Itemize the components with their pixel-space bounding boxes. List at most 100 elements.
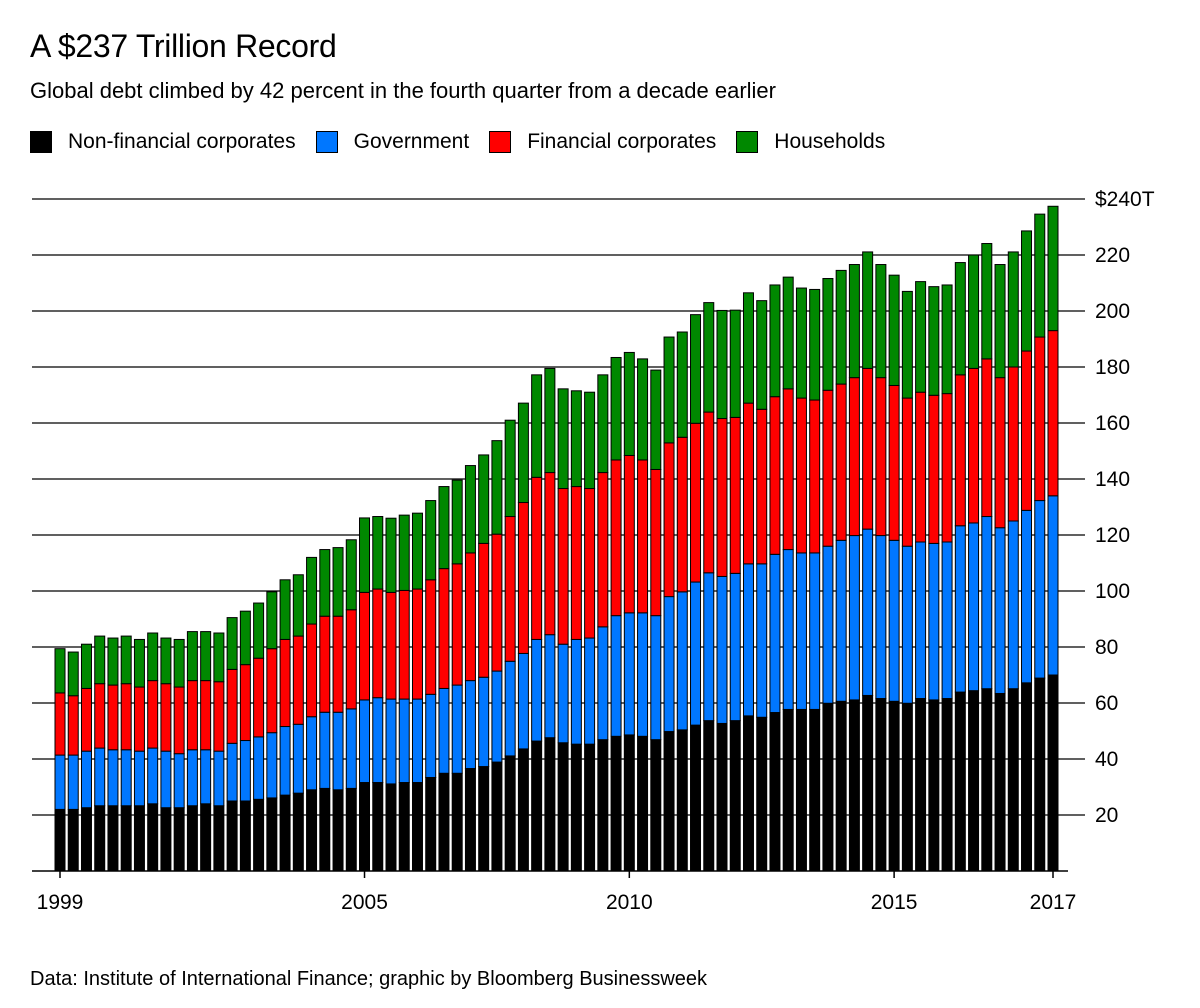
bar-segment-financial-corporates [266, 648, 278, 734]
bar-segment-financial-corporates [716, 418, 728, 577]
bar-segment-financial-corporates [557, 488, 569, 645]
bar-segment-households [729, 309, 741, 418]
bar-segment-financial-corporates [875, 377, 887, 537]
bar-segment-government [372, 697, 384, 784]
bar-segment-financial-corporates [1034, 336, 1046, 502]
bar-segment-financial-corporates [186, 680, 198, 751]
bar-segment-households [1007, 251, 1019, 368]
bar-segment-non-financial-corporates [862, 694, 874, 872]
bar-segment-financial-corporates [650, 468, 662, 617]
bar-segment-non-financial-corporates [319, 787, 331, 872]
bar-segment-financial-corporates [994, 377, 1006, 529]
bar-segment-government [822, 545, 834, 704]
bar-segment-government [941, 541, 953, 700]
bar-segment-households [676, 331, 688, 438]
bar-segment-non-financial-corporates [94, 805, 106, 872]
bar-segment-government [438, 687, 450, 774]
bar-segment-financial-corporates [107, 684, 119, 751]
bar-segment-government [160, 750, 172, 809]
bar-segment-households [359, 517, 371, 593]
bar-segment-financial-corporates [862, 367, 874, 530]
bar-segment-financial-corporates [345, 609, 357, 710]
bar-segment-government [292, 723, 304, 794]
bar-segment-households [292, 574, 304, 637]
bar-segment-financial-corporates [411, 588, 423, 700]
x-tick-label: 1999 [37, 891, 84, 914]
bar-segment-non-financial-corporates [795, 708, 807, 872]
bar-segment-non-financial-corporates [676, 729, 688, 872]
bar-segment-households [67, 651, 79, 697]
bar-segment-non-financial-corporates [266, 797, 278, 872]
bar-segment-non-financial-corporates [690, 724, 702, 872]
bar-segment-financial-corporates [1047, 330, 1059, 497]
bar-segment-non-financial-corporates [1021, 682, 1033, 872]
bar-segment-government [782, 549, 794, 710]
bar-segment-financial-corporates [94, 683, 106, 749]
bar-segment-households [981, 243, 993, 360]
bar-segment-non-financial-corporates [663, 731, 675, 872]
bar-segment-government [239, 740, 251, 802]
bar-segment-government [888, 539, 900, 702]
bar-segment-households [398, 514, 410, 591]
bar-segment-households [491, 440, 503, 535]
bar-segment-non-financial-corporates [1034, 677, 1046, 872]
bar-segment-financial-corporates [888, 384, 900, 541]
bar-segment-non-financial-corporates [438, 772, 450, 872]
bar-segment-financial-corporates [385, 591, 397, 700]
legend-label: Non-financial corporates [68, 130, 296, 153]
bar-segment-households [1034, 213, 1046, 338]
bar-segment-non-financial-corporates [1007, 688, 1019, 872]
bar-segment-households [173, 638, 185, 688]
bar-segment-government [809, 552, 821, 710]
bar-segment-financial-corporates [742, 402, 754, 565]
bar-segment-households [319, 549, 331, 617]
bar-segment-financial-corporates [597, 472, 609, 628]
bar-segment-non-financial-corporates [557, 742, 569, 872]
y-tick-label: 120 [1095, 524, 1130, 547]
bar-segment-non-financial-corporates [504, 755, 516, 872]
bar-segment-non-financial-corporates [292, 792, 304, 872]
bar-segment-households [213, 632, 225, 683]
bar-segment-government [332, 711, 344, 791]
bar-segment-government [835, 539, 847, 702]
bar-segment-non-financial-corporates [703, 720, 715, 872]
bar-segment-financial-corporates [1007, 366, 1019, 522]
bar-segment-households [54, 648, 66, 694]
bar-segment-financial-corporates [80, 687, 92, 752]
bar-segment-financial-corporates [173, 686, 185, 755]
bar-segment-financial-corporates [319, 615, 331, 713]
bar-segment-non-financial-corporates [345, 787, 357, 872]
bar-segment-government [266, 732, 278, 799]
y-tick-label: 60 [1095, 692, 1118, 715]
bar-segment-households [650, 369, 662, 470]
bar-segment-financial-corporates [901, 397, 913, 547]
bar-segment-government [80, 750, 92, 809]
bar-segment-households [186, 631, 198, 682]
bar-segment-financial-corporates [292, 635, 304, 725]
bar-segment-households [584, 391, 596, 490]
bar-segment-financial-corporates [835, 383, 847, 541]
bar-segment-financial-corporates [67, 695, 79, 756]
bar-segment-non-financial-corporates [809, 708, 821, 872]
bar-segment-non-financial-corporates [782, 708, 794, 872]
bar-segment-non-financial-corporates [981, 688, 993, 872]
bar-segment-financial-corporates [610, 459, 622, 617]
bar-segment-government [690, 581, 702, 726]
y-tick-label: 140 [1095, 468, 1130, 491]
bar-segment-households [147, 632, 159, 682]
bar-segment-households [504, 419, 516, 518]
bar-segment-government [306, 716, 318, 791]
bar-segment-non-financial-corporates [729, 720, 741, 872]
bar-segment-non-financial-corporates [398, 782, 410, 872]
bar-segment-financial-corporates [954, 374, 966, 527]
legend-swatch [30, 131, 52, 153]
bar-segment-non-financial-corporates [173, 807, 185, 872]
bar-segment-non-financial-corporates [742, 715, 754, 872]
bar-segment-non-financial-corporates [875, 698, 887, 872]
bar-segment-non-financial-corporates [54, 808, 66, 872]
bar-segment-government [875, 535, 887, 700]
bar-segment-non-financial-corporates [637, 735, 649, 872]
bar-segment-government [901, 545, 913, 704]
bar-segment-households [1021, 230, 1033, 352]
bar-segment-non-financial-corporates [848, 699, 860, 872]
